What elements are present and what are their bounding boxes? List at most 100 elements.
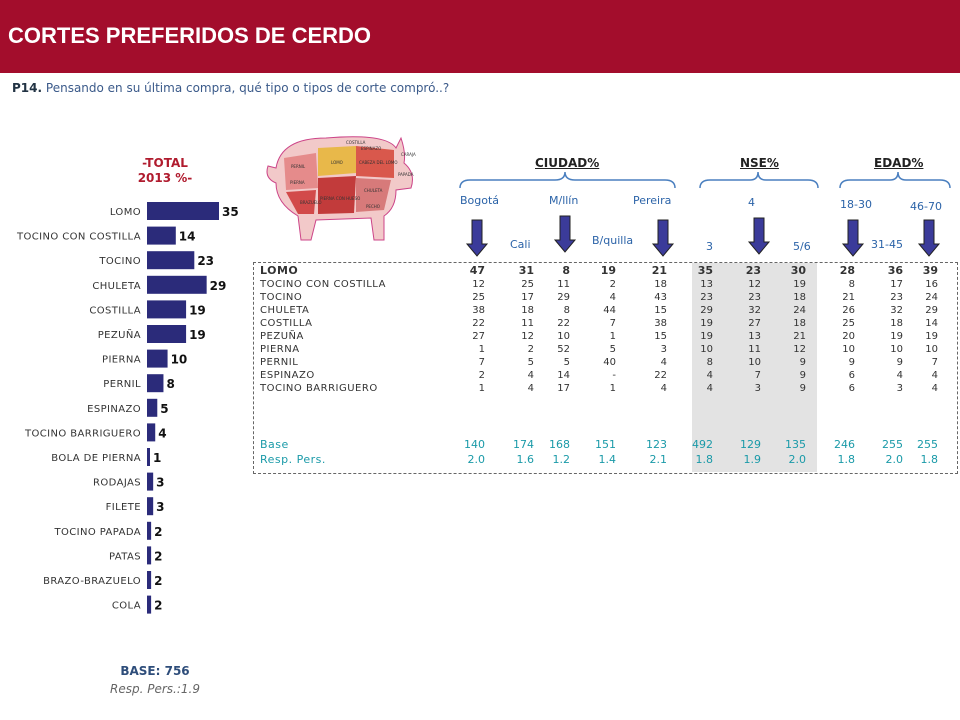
table-cell: 47	[469, 264, 485, 277]
bar-category-label: TOCINO CON COSTILLA	[16, 232, 141, 243]
table-cell: 19	[700, 331, 713, 342]
resp-label: Resp. Pers.:1.9	[110, 682, 200, 696]
bar-category-label: TOCINO PAPADA	[54, 527, 141, 538]
total-title-line1: -TOTAL	[142, 156, 188, 170]
pig-cut-label: PIERNA CON HUESO	[320, 196, 360, 201]
base-cell: 255	[882, 438, 903, 451]
bar-value-label: 19	[189, 328, 206, 342]
resp-cell: 1.8	[695, 453, 714, 466]
table-cell: 17	[890, 279, 903, 290]
table-cell: 4	[660, 357, 667, 368]
bar-category-label: TOCINO	[98, 256, 141, 267]
table-cell: 4	[609, 292, 616, 303]
table-cell: 29	[700, 305, 713, 316]
bar-value-label: 5	[160, 402, 168, 416]
table-cell: 21	[651, 264, 667, 277]
table-cell: 28	[839, 264, 855, 277]
col-cali: Cali	[510, 238, 531, 251]
table-cell: 12	[793, 344, 806, 355]
bar-value-label: 23	[197, 254, 214, 268]
arrow-bogota	[465, 219, 489, 257]
bar-category-label: BOLA DE PIERNA	[51, 453, 141, 464]
table-cell: 18	[654, 279, 667, 290]
table-cell: 11	[521, 318, 534, 329]
table-cell: 38	[472, 305, 485, 316]
table-cell: 8	[848, 279, 855, 290]
table-cell: 19	[925, 331, 938, 342]
bar-value-label: 8	[166, 377, 174, 391]
base-cell: 140	[464, 438, 485, 451]
table-cell: 18	[793, 292, 806, 303]
table-cell: 30	[790, 264, 806, 277]
table-cell: 36	[887, 264, 903, 277]
bar-category-label: PIERNA	[102, 355, 141, 366]
col-18-30: 18-30	[840, 198, 872, 211]
base-cell: 129	[740, 438, 761, 451]
table-row-label: PIERNA	[260, 344, 300, 355]
pig-cut-label: LOMO	[331, 160, 343, 165]
bar	[147, 300, 187, 319]
table-cell: 52	[557, 344, 570, 355]
table-cell: 20	[842, 331, 855, 342]
resp-cell: 1.4	[598, 453, 617, 466]
table-cell: 17	[557, 383, 570, 394]
table-cell: 2	[527, 344, 534, 355]
arrow-pereira	[651, 219, 675, 257]
arrow-nse	[747, 217, 771, 255]
column-decorations	[459, 171, 951, 257]
base-cell: 492	[692, 438, 713, 451]
bar-value-label: 2	[154, 549, 162, 563]
table-cell: 32	[748, 305, 761, 316]
header-bar: CORTES PREFERIDOS DE CERDO	[0, 0, 960, 73]
bar-value-label: 29	[210, 279, 227, 293]
table-cell: 5	[609, 344, 616, 355]
bar	[147, 448, 150, 466]
bar	[147, 202, 219, 220]
table-cell: 4	[896, 370, 903, 381]
pig-cut-label: BRAZUELO	[300, 200, 322, 205]
pig-cuts-illustration: COSTILLA ESPINAZO CABEZA DEL LOMO LOMO P…	[266, 136, 416, 241]
table-cell: 29	[557, 292, 570, 303]
group-edad: EDAD%	[874, 156, 924, 170]
question-text: Pensando en su última compra, qué tipo o…	[45, 81, 450, 95]
table-cell: 21	[793, 331, 806, 342]
pig-cut-label: CARAJA	[401, 152, 416, 157]
table-cell: 22	[557, 318, 570, 329]
bar-value-label: 3	[156, 500, 164, 514]
resp-cell: 1.8	[837, 453, 856, 466]
table-cell: 22	[654, 370, 667, 381]
col-nse4: 4	[748, 196, 755, 209]
bar-category-label: PERNIL	[103, 379, 141, 390]
table-cell: 18	[521, 305, 534, 316]
bar	[147, 521, 152, 540]
col-46-70: 46-70	[910, 200, 942, 213]
table-cell: 4	[706, 370, 713, 381]
table-cell: 14	[557, 370, 570, 381]
table-cell: 10	[748, 357, 761, 368]
bar-value-label: 35	[222, 205, 239, 219]
table-cell: 4	[931, 383, 938, 394]
table-row-label: LOMO	[260, 264, 299, 277]
table-cell: 8	[706, 357, 713, 368]
table-cell: 1	[478, 344, 485, 355]
resp-cell: 1.8	[920, 453, 939, 466]
bar	[147, 571, 152, 589]
table-cell: 35	[697, 264, 713, 277]
table-cell: 7	[754, 370, 761, 381]
base-cell: 255	[917, 438, 938, 451]
table-cell: 22	[472, 318, 485, 329]
arrow-edad3	[917, 219, 941, 257]
table-cell: 29	[925, 305, 938, 316]
table-row-label: PEZUÑA	[260, 331, 304, 342]
bar-category-label: CHULETA	[92, 281, 141, 292]
col-nse3: 3	[706, 240, 713, 253]
resp-cell: 2.0	[788, 453, 807, 466]
table-row-label: TOCINO	[260, 292, 303, 303]
col-mllin: M/llín	[549, 194, 579, 207]
bar-category-label: COLA	[112, 601, 141, 612]
table-cell: 4	[527, 383, 534, 394]
table-cell: 24	[925, 292, 938, 303]
table-cell: 21	[842, 292, 855, 303]
table-cell: 10	[890, 344, 903, 355]
